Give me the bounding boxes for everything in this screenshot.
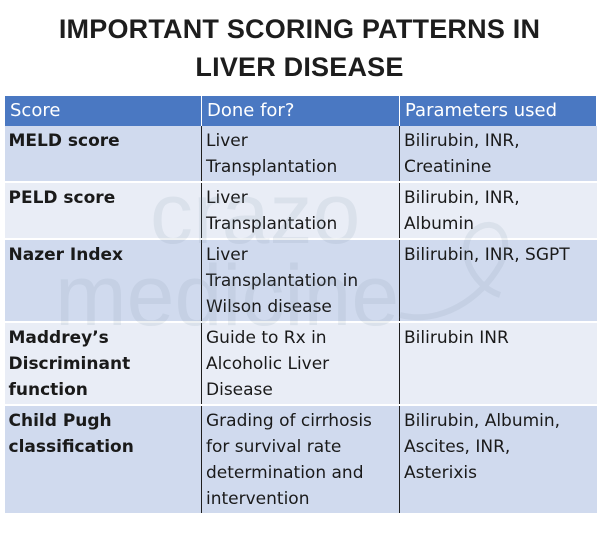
score-cell: Nazer Index: [4, 239, 202, 323]
table-row: Maddrey’s Discriminant function Guide to…: [4, 322, 597, 406]
parameters-text: Bilirubin, INR, Creatinine: [404, 131, 520, 177]
parameters-text: Bilirubin INR: [404, 328, 509, 348]
header-done-for: Done for?: [201, 96, 400, 126]
done-for-text: Grading of cirrhosis for survival rate d…: [206, 411, 372, 509]
table-header-row: Score Done for? Parameters used: [4, 96, 597, 126]
done-for-text: Liver Transplantation in Wilson disease: [206, 245, 359, 317]
done-for-cell: Liver Transplantation: [201, 126, 400, 183]
done-for-text: Guide to Rx in Alcoholic Liver Disease: [206, 328, 330, 400]
done-for-cell: Guide to Rx in Alcoholic Liver Disease: [201, 322, 400, 406]
score-name: Child Pugh classification: [8, 411, 134, 457]
table-row: Child Pugh classification Grading of cir…: [4, 405, 597, 515]
header-score: Score: [4, 96, 202, 126]
score-name: Maddrey’s Discriminant function: [8, 328, 131, 400]
parameters-cell: Bilirubin, INR, Albumin: [399, 182, 597, 240]
parameters-text: Bilirubin, Albumin, Ascites, INR, Asteri…: [404, 411, 561, 483]
score-cell: Maddrey’s Discriminant function: [4, 322, 202, 406]
parameters-cell: Bilirubin INR: [399, 322, 597, 406]
table-row: Nazer Index Liver Transplantation in Wil…: [4, 239, 597, 323]
done-for-text: Liver Transplantation: [206, 188, 338, 234]
parameters-text: Bilirubin, INR, SGPT: [404, 245, 570, 265]
parameters-text: Bilirubin, INR, Albumin: [404, 188, 520, 234]
parameters-cell: Bilirubin, INR, Creatinine: [399, 126, 597, 183]
parameters-cell: Bilirubin, INR, SGPT: [399, 239, 597, 323]
table-row: PELD score Liver Transplantation Bilirub…: [4, 182, 597, 240]
score-cell: MELD score: [4, 126, 202, 183]
done-for-text: Liver Transplantation: [206, 131, 338, 177]
done-for-cell: Liver Transplantation in Wilson disease: [201, 239, 400, 323]
parameters-cell: Bilirubin, Albumin, Ascites, INR, Asteri…: [399, 405, 597, 515]
scoring-table: Score Done for? Parameters used MELD sco…: [4, 96, 597, 515]
score-name: PELD score: [8, 188, 116, 208]
score-name: Nazer Index: [8, 245, 124, 265]
score-cell: Child Pugh classification: [4, 405, 202, 515]
done-for-cell: Grading of cirrhosis for survival rate d…: [201, 405, 400, 515]
page-title: IMPORTANT SCORING PATTERNS IN LIVER DISE…: [0, 10, 599, 86]
title-line-1: IMPORTANT SCORING PATTERNS IN: [58, 14, 541, 44]
table-row: MELD score Liver Transplantation Bilirub…: [4, 126, 597, 183]
header-parameters: Parameters used: [399, 96, 597, 126]
done-for-cell: Liver Transplantation: [201, 182, 400, 240]
score-name: MELD score: [8, 131, 120, 151]
title-line-2: LIVER DISEASE: [195, 52, 404, 82]
score-cell: PELD score: [4, 182, 202, 240]
